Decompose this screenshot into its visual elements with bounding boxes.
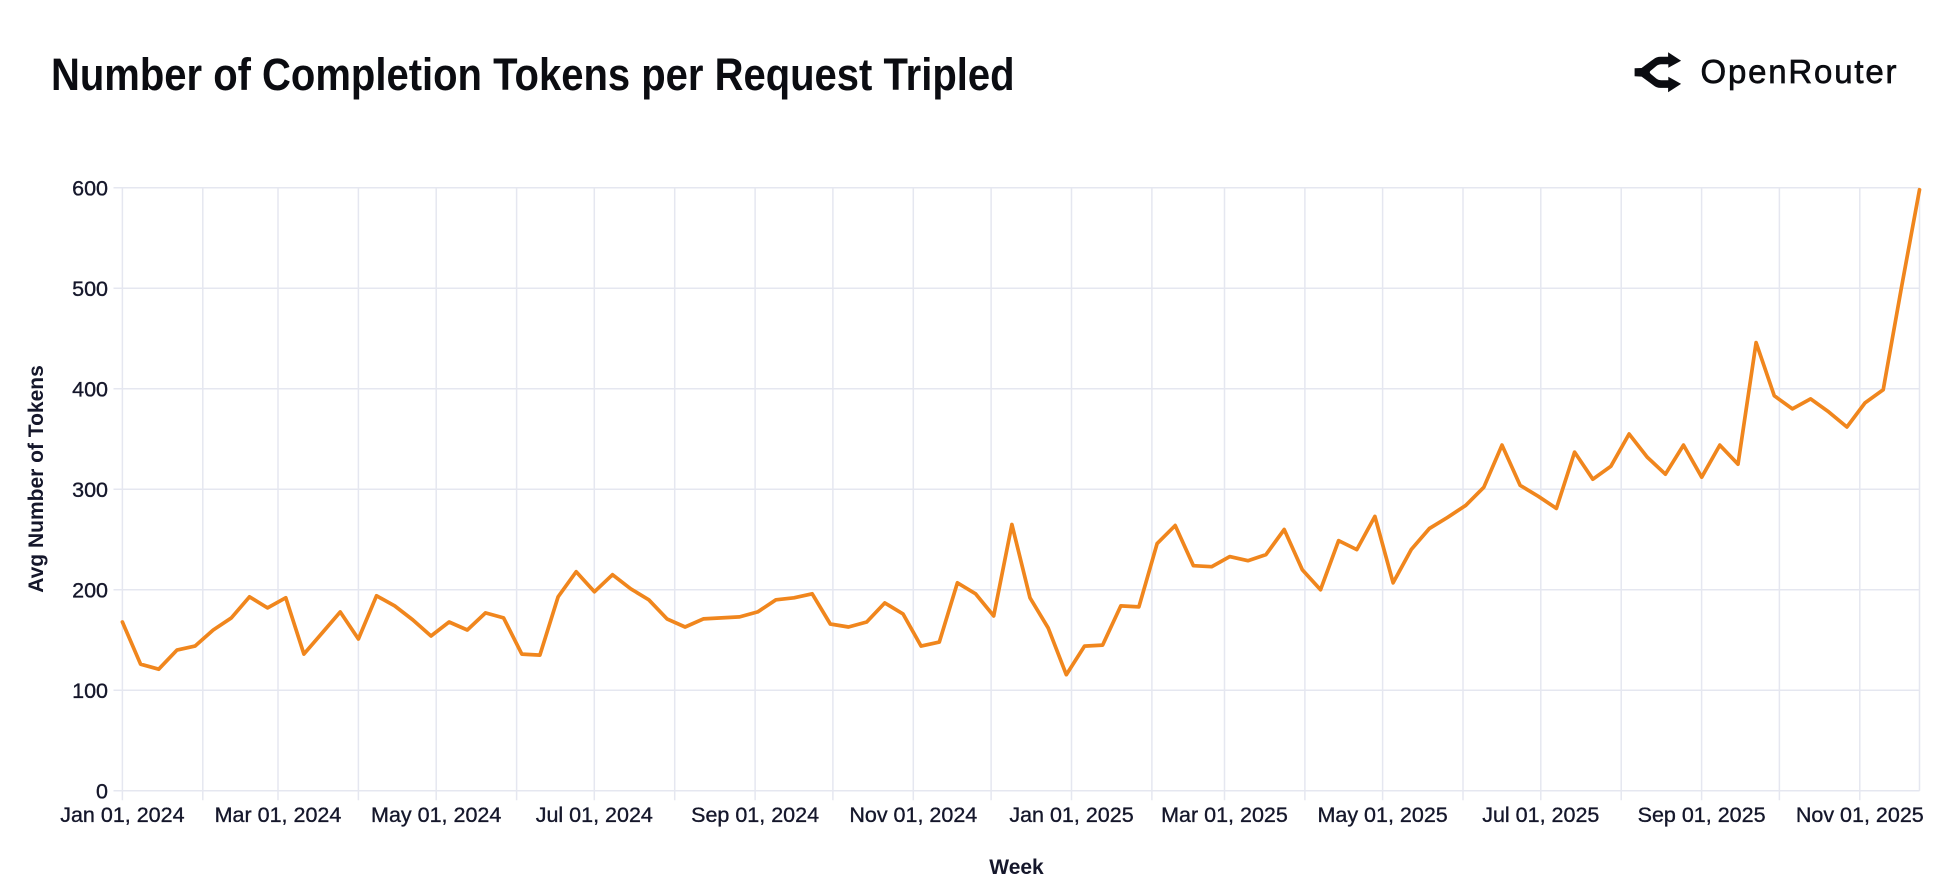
svg-text:100: 100: [72, 679, 108, 703]
svg-text:300: 300: [72, 478, 108, 502]
svg-text:Sep 01, 2025: Sep 01, 2025: [1638, 803, 1766, 827]
svg-text:Jul 01, 2024: Jul 01, 2024: [536, 803, 653, 827]
svg-text:200: 200: [72, 578, 108, 602]
svg-text:Mar 01, 2025: Mar 01, 2025: [1161, 803, 1288, 827]
svg-text:Mar 01, 2024: Mar 01, 2024: [215, 803, 342, 827]
svg-text:Avg Number of Tokens: Avg Number of Tokens: [25, 365, 48, 593]
svg-text:0: 0: [96, 779, 108, 803]
svg-text:May 01, 2025: May 01, 2025: [1317, 803, 1447, 827]
svg-text:May 01, 2024: May 01, 2024: [371, 803, 501, 827]
svg-text:Sep 01, 2024: Sep 01, 2024: [691, 803, 819, 827]
svg-text:400: 400: [72, 377, 108, 401]
svg-text:Jan 01, 2025: Jan 01, 2025: [1009, 803, 1133, 827]
svg-text:Nov 01, 2025: Nov 01, 2025: [1796, 803, 1924, 827]
svg-text:Nov 01, 2024: Nov 01, 2024: [849, 803, 977, 827]
svg-text:600: 600: [72, 176, 108, 200]
svg-text:Week: Week: [989, 856, 1044, 879]
svg-text:500: 500: [72, 277, 108, 301]
svg-text:Jul 01, 2025: Jul 01, 2025: [1482, 803, 1599, 827]
svg-text:Jan 01, 2024: Jan 01, 2024: [60, 803, 184, 827]
